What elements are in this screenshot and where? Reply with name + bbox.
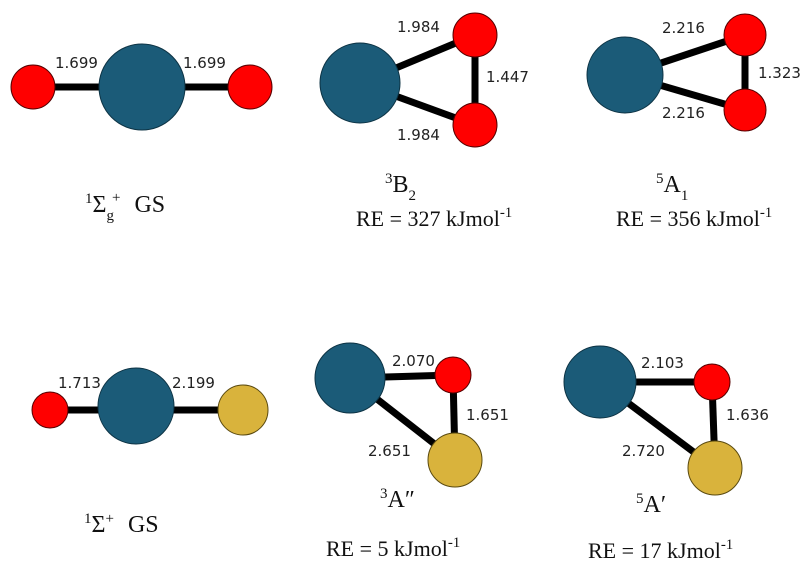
molecule: 2.216 1.323 2.216 5A1 RE = 356 kJmol-1 bbox=[587, 14, 801, 231]
sulfur-atom bbox=[688, 441, 742, 495]
metal-atom bbox=[320, 43, 400, 123]
bond-length: 2.216 bbox=[662, 104, 705, 122]
metal-atom bbox=[315, 343, 385, 413]
metal-atom bbox=[587, 37, 663, 113]
sulfur-atom bbox=[218, 385, 268, 435]
relative-energy: RE = 5 kJmol-1 bbox=[326, 535, 460, 561]
metal-atom bbox=[98, 368, 174, 444]
state-label: 5A′ bbox=[636, 491, 666, 518]
sulfur-atom bbox=[428, 433, 482, 487]
molecule: 1.713 2.199 1Σ+GS bbox=[32, 368, 268, 538]
bond-length: 1.699 bbox=[183, 54, 226, 72]
oxygen-atom bbox=[694, 364, 730, 400]
oxygen-atom bbox=[228, 65, 272, 109]
bond-length: 2.720 bbox=[622, 442, 665, 460]
oxygen-atom bbox=[32, 392, 68, 428]
bond-length: 2.070 bbox=[392, 352, 435, 370]
molecule: 2.070 1.651 2.651 3A″ RE = 5 kJmol-1 bbox=[315, 343, 509, 561]
diagram: 1.699 1.699 1Σg+GS 1.984 1.447 1.984 3B2… bbox=[0, 0, 807, 565]
state-label: 3A″ bbox=[380, 486, 415, 513]
state-label: 5A1 bbox=[656, 171, 688, 204]
bond-length: 2.103 bbox=[641, 354, 684, 372]
state-label: 1Σ+GS bbox=[84, 511, 159, 538]
relative-energy: RE = 356 kJmol-1 bbox=[616, 205, 772, 231]
metal-atom bbox=[99, 44, 185, 130]
oxygen-atom bbox=[724, 14, 766, 56]
bond-length: 1.323 bbox=[758, 64, 801, 82]
bond-length: 2.651 bbox=[368, 442, 411, 460]
state-label: 3B2 bbox=[385, 171, 416, 204]
bond-length: 1.636 bbox=[726, 406, 769, 424]
relative-energy: RE = 17 kJmol-1 bbox=[588, 537, 733, 563]
oxygen-atom bbox=[453, 103, 497, 147]
metal-atom bbox=[564, 346, 636, 418]
bond-length: 2.216 bbox=[662, 19, 705, 37]
molecule: 1.699 1.699 1Σg+GS bbox=[11, 44, 272, 224]
bond-length: 1.984 bbox=[397, 126, 440, 144]
oxygen-atom bbox=[724, 89, 766, 131]
bond-length: 1.447 bbox=[486, 68, 529, 86]
oxygen-atom bbox=[435, 357, 471, 393]
molecule: 2.103 1.636 2.720 5A′ RE = 17 kJmol-1 bbox=[564, 346, 769, 563]
bond-length: 1.699 bbox=[55, 54, 98, 72]
bond-length: 1.984 bbox=[397, 18, 440, 36]
state-label: 1Σg+GS bbox=[85, 190, 165, 224]
relative-energy: RE = 327 kJmol-1 bbox=[356, 205, 512, 231]
oxygen-atom bbox=[11, 65, 55, 109]
molecule: 1.984 1.447 1.984 3B2 RE = 327 kJmol-1 bbox=[320, 13, 529, 231]
bond-length: 1.651 bbox=[466, 406, 509, 424]
bond-length: 1.713 bbox=[58, 374, 101, 392]
bond-length: 2.199 bbox=[172, 374, 215, 392]
oxygen-atom bbox=[453, 13, 497, 57]
